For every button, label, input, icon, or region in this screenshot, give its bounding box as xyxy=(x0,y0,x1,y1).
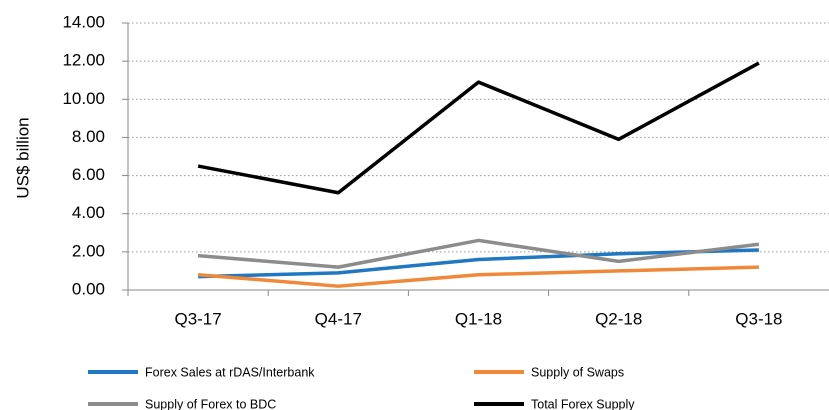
y-axis-label: US$ billion xyxy=(13,117,32,198)
y-tick-label: 0.00 xyxy=(72,279,105,298)
y-tick-label: 12.00 xyxy=(62,51,105,70)
y-tick-label: 2.00 xyxy=(72,241,105,260)
legend-label: Supply of Forex to BDC xyxy=(145,397,276,410)
series-line xyxy=(197,238,760,269)
series-line xyxy=(198,248,759,279)
y-tick-label: 8.00 xyxy=(72,127,105,146)
x-tick-label: Q3-18 xyxy=(735,309,782,328)
y-tick-label: 14.00 xyxy=(62,12,105,31)
y-tick-label: 4.00 xyxy=(72,203,105,222)
x-tick-label: Q2-18 xyxy=(595,309,642,328)
series-line xyxy=(197,61,760,195)
y-tick-label: 6.00 xyxy=(72,165,105,184)
x-tick-label: Q1-18 xyxy=(455,309,502,328)
x-tick-label: Q3-17 xyxy=(174,309,221,328)
legend-label: Forex Sales at rDAS/Interbank xyxy=(145,365,315,379)
x-tick-label: Q4-17 xyxy=(315,309,362,328)
y-tick-label: 10.00 xyxy=(62,89,105,108)
legend-label: Supply of Swaps xyxy=(531,365,624,379)
series-line xyxy=(197,265,759,288)
legend-label: Total Forex Supply xyxy=(531,397,635,410)
